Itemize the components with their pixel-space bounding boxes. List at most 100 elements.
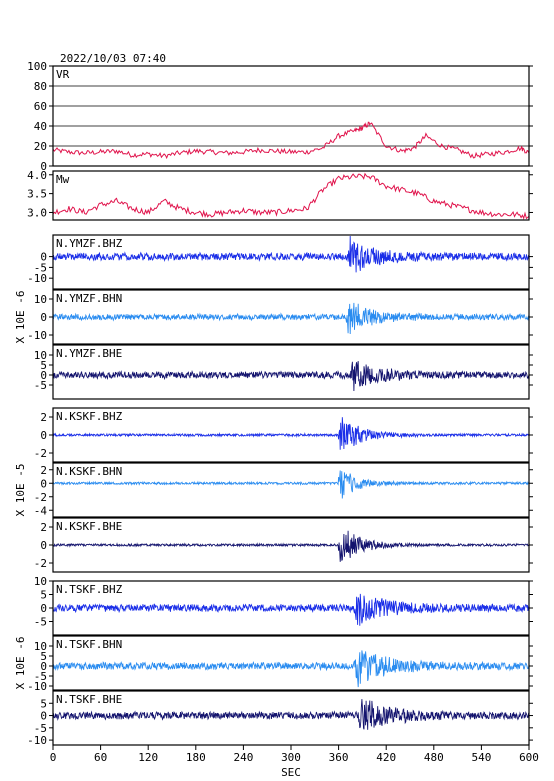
x-tick-label: 420 — [376, 751, 396, 764]
y-tick-label: 5 — [40, 359, 47, 372]
y-tick-label: 10 — [34, 640, 47, 653]
panel-frame — [52, 690, 530, 746]
series-line — [52, 172, 530, 220]
y-tick-label: -5 — [34, 722, 47, 735]
waveform-trace — [52, 470, 530, 499]
x-tick-label: 360 — [329, 751, 349, 764]
y-tick-label: 0 — [40, 160, 47, 173]
waveform-trace — [52, 417, 529, 450]
unit-label: X 10E -6 — [14, 637, 27, 690]
panel-frame — [52, 635, 530, 691]
y-tick-label: 10 — [34, 575, 47, 588]
panel-label: N.KSKF.BHE — [56, 520, 122, 533]
y-tick-label: 5 — [40, 650, 47, 663]
panel-label: N.YMZF.BHN — [56, 292, 122, 305]
y-tick-label: -10 — [27, 329, 47, 342]
waveform-trace — [52, 235, 530, 273]
y-tick-label: 3.0 — [27, 206, 47, 219]
waveform-trace — [52, 530, 530, 562]
y-tick-label: -2 — [34, 557, 47, 570]
panel-frame — [52, 289, 530, 345]
y-tick-label: 4.0 — [27, 169, 47, 182]
y-tick-label: 80 — [34, 80, 47, 93]
panel-frame — [52, 517, 530, 573]
x-tick-label: 480 — [424, 751, 444, 764]
panel-label: N.KSKF.BHZ — [56, 410, 123, 423]
x-tick-label: 240 — [233, 751, 253, 764]
x-tick-label: 540 — [471, 751, 491, 764]
y-tick-label: 0 — [40, 251, 47, 264]
y-tick-label: 0 — [40, 660, 47, 673]
panel-label: N.YMZF.BHE — [56, 347, 122, 360]
y-tick-label: 0 — [40, 602, 47, 615]
panel-n-ymzf-bhn: -10 0 10 N.YMZF.BHN — [27, 289, 533, 345]
y-tick-label: 2 — [40, 521, 47, 534]
waveform-trace — [52, 699, 530, 730]
chart-title: 2022/10/03 07:40 — [60, 52, 166, 65]
panel-frame — [52, 170, 530, 221]
y-tick-label: 2 — [40, 464, 47, 477]
y-tick-label: 20 — [34, 140, 47, 153]
waveform-trace — [52, 593, 530, 626]
panel-n-tskf-bhe: -10-505 N.TSKF.BHE — [27, 690, 533, 747]
y-tick-label: -10 — [27, 680, 47, 693]
panel-frame — [52, 407, 530, 463]
y-tick-label: 100 — [27, 60, 47, 73]
waveform-trace — [52, 650, 530, 688]
x-tick-label: 180 — [186, 751, 206, 764]
x-tick-label: 600 — [519, 751, 539, 764]
panel-vr: 0 20 40 60 80 100 VR — [27, 60, 533, 173]
y-tick-label: -5 — [34, 670, 47, 683]
x-tick-label: 120 — [138, 751, 158, 764]
panel-n-kskf-bhn: -4-202 N.KSKF.BHN — [34, 462, 533, 518]
y-tick-label: 60 — [34, 100, 47, 113]
y-tick-label: -2 — [34, 447, 47, 460]
y-tick-label: 5 — [40, 697, 47, 710]
series-line — [52, 121, 530, 160]
waveform-trace — [52, 302, 530, 335]
panel-frame — [52, 462, 530, 518]
x-axis: 0 60 120 180 240 300 360 420 480 540 600 — [50, 745, 539, 764]
x-tick-label: 300 — [281, 751, 301, 764]
y-tick-label: -4 — [34, 504, 48, 517]
y-tick-label: 10 — [34, 293, 47, 306]
y-tick-label: 0 — [40, 539, 47, 552]
y-tick-label: 40 — [34, 120, 47, 133]
panel-label: Mw — [56, 173, 70, 186]
panel-n-kskf-bhe: -2 0 2 N.KSKF.BHE — [34, 517, 533, 573]
y-tick-label: 0 — [40, 369, 47, 382]
panel-frame — [52, 344, 530, 400]
panel-frame — [52, 580, 530, 636]
unit-label: X 10E -6 — [14, 291, 27, 344]
y-tick-label: 2 — [40, 411, 47, 424]
y-tick-label: 0 — [40, 477, 47, 490]
y-tick-label: -5 — [34, 616, 47, 629]
panel-n-kskf-bhz: -2 0 2 N.KSKF.BHZ — [34, 407, 533, 463]
panel-label: N.TSKF.BHE — [56, 693, 122, 706]
panel-label: VR — [56, 68, 70, 81]
panel-frame — [52, 234, 530, 290]
y-tick-label: 3.5 — [27, 188, 47, 201]
panel-label: N.TSKF.BHN — [56, 638, 122, 651]
panel-n-ymzf-bhz: -10-50 N.YMZF.BHZ — [27, 234, 533, 290]
y-tick-label: -2 — [34, 491, 47, 504]
waveform-trace — [52, 361, 529, 392]
x-axis-label: SEC — [281, 766, 301, 779]
x-tick-label: 0 — [50, 751, 57, 764]
y-tick-label: -10 — [27, 272, 47, 285]
y-tick-label: 10 — [34, 349, 47, 362]
y-tick-label: -5 — [34, 261, 47, 274]
y-tick-label: 0 — [40, 311, 47, 324]
x-tick-label: 60 — [94, 751, 107, 764]
y-tick-label: -5 — [34, 379, 47, 392]
y-tick-label: -10 — [27, 734, 47, 747]
panel-mw: 3.0 3.5 4.0 Mw — [27, 169, 533, 221]
unit-label: X 10E -5 — [14, 464, 27, 517]
y-tick-label: 5 — [40, 589, 47, 602]
panel-label: N.KSKF.BHN — [56, 465, 122, 478]
